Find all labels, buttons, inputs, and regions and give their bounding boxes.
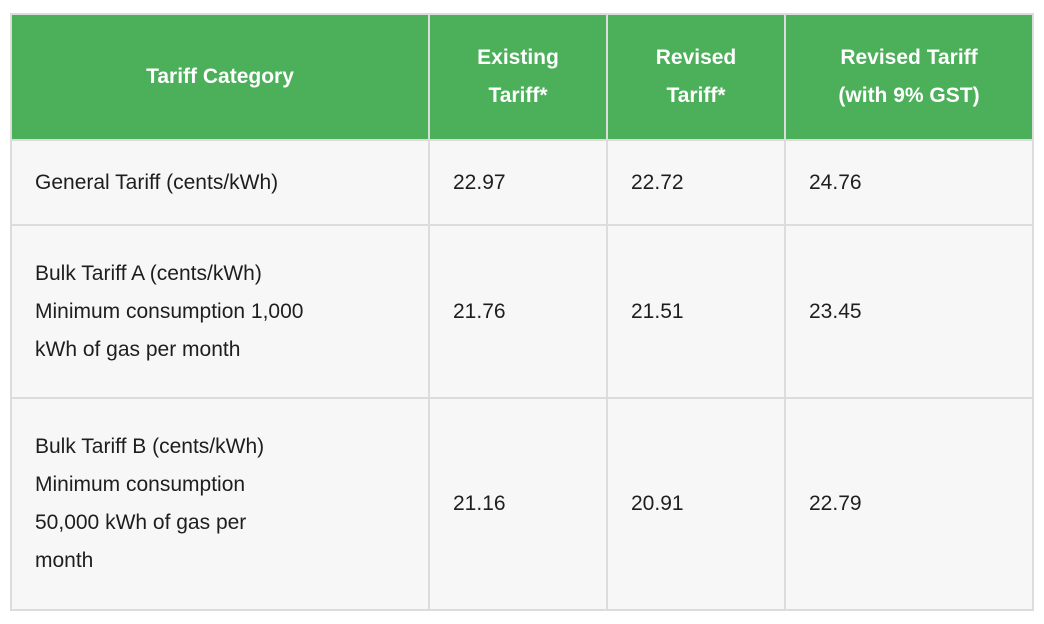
column-header-revised-tariff: Revised Tariff*	[606, 13, 786, 141]
cell-bulk-a-revised-tariff-gst: 23.45	[784, 224, 1034, 399]
cell-bulk-b-revised-tariff-gst: 22.79	[784, 397, 1034, 611]
cell-bulk-b-existing-tariff: 21.16	[428, 397, 608, 611]
table-row-bulk-tariff-b: Bulk Tariff B (cents/kWh) Minimum consump…	[10, 397, 1034, 611]
cell-category-bulk-tariff-b: Bulk Tariff B (cents/kWh) Minimum consump…	[10, 397, 430, 611]
cell-general-existing-tariff: 22.97	[428, 139, 608, 226]
cell-category-bulk-tariff-a: Bulk Tariff A (cents/kWh) Minimum consump…	[10, 224, 430, 399]
table-row-general-tariff: General Tariff (cents/kWh) 22.97 22.72 2…	[10, 139, 1034, 226]
column-header-existing-tariff: Existing Tariff*	[428, 13, 608, 141]
cell-bulk-b-revised-tariff: 20.91	[606, 397, 786, 611]
table-header-row: Tariff Category Existing Tariff* Revised T…	[10, 13, 1034, 141]
column-header-tariff-category: Tariff Category	[10, 13, 430, 141]
cell-bulk-a-revised-tariff: 21.51	[606, 224, 786, 399]
cell-general-revised-tariff-gst: 24.76	[784, 139, 1034, 226]
cell-bulk-a-existing-tariff: 21.76	[428, 224, 608, 399]
tariff-table: Tariff Category Existing Tariff* Revised T…	[10, 13, 1034, 611]
cell-category-general-tariff: General Tariff (cents/kWh)	[10, 139, 430, 226]
column-header-revised-tariff-gst: Revised Tariff (with 9% GST)	[784, 13, 1034, 141]
table-row-bulk-tariff-a: Bulk Tariff A (cents/kWh) Minimum consump…	[10, 224, 1034, 399]
cell-general-revised-tariff: 22.72	[606, 139, 786, 226]
